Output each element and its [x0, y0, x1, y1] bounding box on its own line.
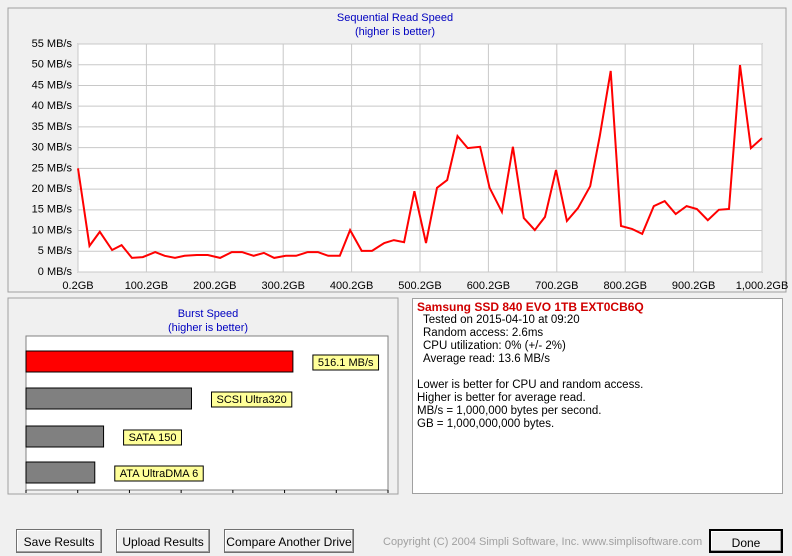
- y-tick-label: 15 MB/s: [32, 204, 73, 216]
- note-line: Lower is better for CPU and random acces…: [417, 379, 644, 391]
- x-tick-label: 400: [224, 495, 242, 496]
- x-tick-label: 700.2GB: [535, 280, 578, 292]
- x-tick-label: 600.2GB: [467, 280, 510, 292]
- bar: [25, 387, 192, 410]
- read-line: [77, 64, 763, 259]
- x-tick-label: 100.2GB: [125, 280, 168, 292]
- compare-button[interactable]: Compare Another Drive: [224, 529, 354, 553]
- note-line: MB/s = 1,000,000 bytes per second.: [417, 405, 602, 417]
- y-tick-label: 25 MB/s: [32, 162, 73, 174]
- x-tick-label: 300.2GB: [261, 280, 304, 292]
- note-line: GB = 1,000,000,000 bytes.: [417, 418, 555, 430]
- y-tick-label: 35 MB/s: [32, 121, 73, 133]
- chart-subtitle: (higher is better): [168, 322, 248, 334]
- x-tick-label: 600: [327, 495, 345, 496]
- bar: [25, 350, 294, 373]
- x-tick-label: 400.2GB: [330, 280, 373, 292]
- copyright: Copyright (C) 2004 Simpli Software, Inc.…: [383, 536, 703, 548]
- note-line: Higher is better for average read.: [417, 392, 586, 404]
- y-tick-label: 45 MB/s: [32, 79, 73, 91]
- chart-subtitle: (higher is better): [355, 26, 435, 38]
- bar-label-box: [312, 354, 380, 371]
- x-tick-label: 500.2GB: [398, 280, 441, 292]
- info-panel: Samsung SSD 840 EVO 1TB EXT0CB6Q Tested …: [412, 298, 783, 494]
- chart-title: Burst Speed: [178, 308, 239, 320]
- y-tick-label: 55 MB/s: [32, 38, 73, 50]
- x-tick-label: 900.2GB: [672, 280, 715, 292]
- detail-line: Average read: 13.6 MB/s: [423, 353, 550, 365]
- y-tick-label: 40 MB/s: [32, 100, 73, 112]
- done-button[interactable]: Done: [709, 529, 783, 553]
- x-tick-label: 0.2GB: [62, 280, 93, 292]
- x-tick-label: 500: [275, 495, 293, 496]
- y-tick-label: 0 MB/s: [38, 266, 73, 278]
- detail-line: Tested on 2015-04-10 at 09:20: [423, 314, 580, 326]
- bar-label-box: [114, 465, 204, 482]
- detail-line: CPU utilization: 0% (+/- 2%): [423, 340, 566, 352]
- x-tick-label: 200.2GB: [193, 280, 236, 292]
- x-tick-label: 0: [23, 495, 29, 496]
- detail-line: Random access: 2.6ms: [423, 327, 544, 339]
- x-tick-label: 1,000.2GB: [736, 280, 789, 292]
- save-button[interactable]: Save Results: [16, 529, 102, 553]
- bar-label-box: [123, 429, 182, 446]
- bar-label: SCSI Ultra320: [216, 394, 286, 406]
- burst-chart: Burst Speed (higher is better) 0 100 200 30…: [7, 297, 399, 496]
- y-tick-label: 20 MB/s: [32, 183, 73, 195]
- upload-button[interactable]: Upload Results: [116, 529, 210, 553]
- x-tick-label: 200: [120, 495, 138, 496]
- x-tick-label: 800.2GB: [603, 280, 646, 292]
- y-tick-label: 5 MB/s: [38, 245, 73, 257]
- bar-label: SATA 150: [129, 432, 177, 444]
- bar-label: 516.1 MB/s: [318, 357, 374, 369]
- y-tick-label: 10 MB/s: [32, 224, 73, 236]
- x-tick-label: 700: [379, 495, 397, 496]
- x-tick-label: 300: [172, 495, 190, 496]
- bar-label: ATA UltraDMA 6: [120, 468, 198, 480]
- y-tick-label: 30 MB/s: [32, 142, 73, 154]
- chart-title: Sequential Read Speed: [337, 12, 453, 24]
- drive-name: Samsung SSD 840 EVO 1TB EXT0CB6Q: [417, 300, 644, 314]
- bar: [25, 461, 96, 484]
- bar: [25, 425, 105, 448]
- read-chart: Sequential Read Speed (higher is better)…: [7, 7, 789, 293]
- y-tick-label: 50 MB/s: [32, 59, 73, 71]
- x-tick-label: 100: [69, 495, 87, 496]
- bar-label-box: [210, 391, 293, 408]
